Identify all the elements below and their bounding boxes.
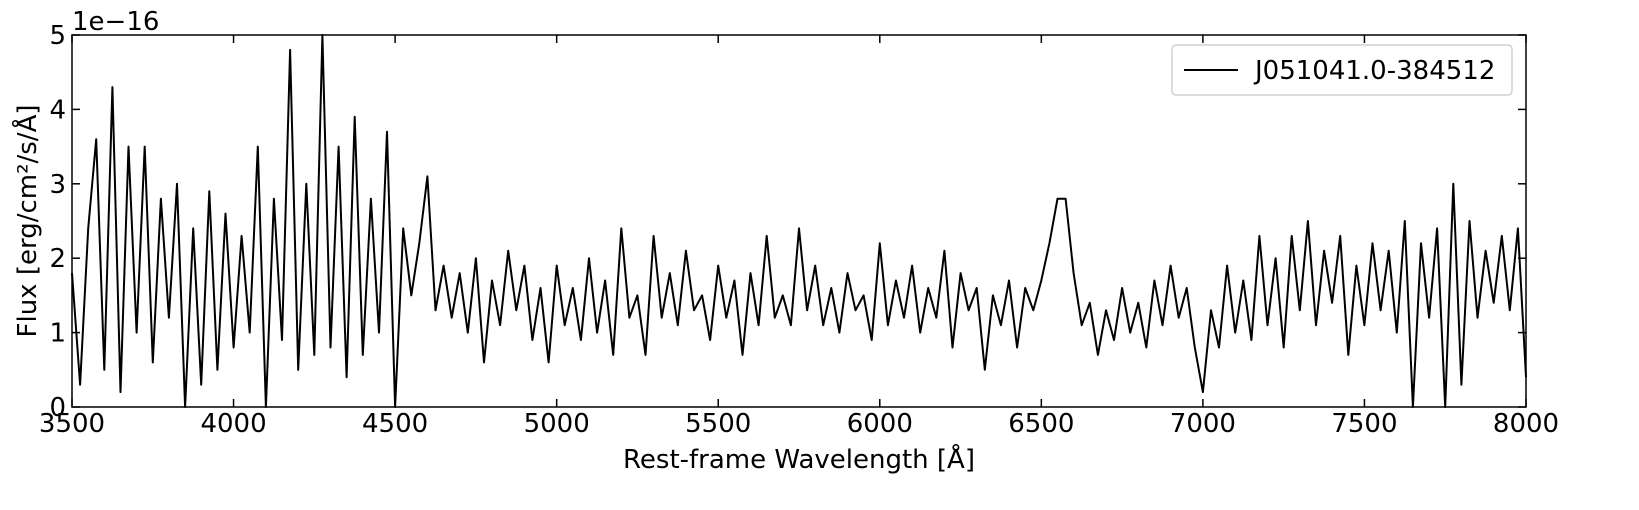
y-tick-label: 3 xyxy=(49,170,66,200)
x-tick-label: 7500 xyxy=(1331,409,1397,439)
y-tick-label: 4 xyxy=(49,95,66,125)
y-tick-label: 0 xyxy=(49,393,66,423)
offset-label: 1e−16 xyxy=(72,7,159,37)
spectrum-line xyxy=(71,34,1527,408)
y-axis-label: Flux [erg/cm²/s/Å] xyxy=(11,105,43,338)
legend-label: J051041.0-384512 xyxy=(1253,56,1495,86)
x-axis-label: Rest-frame Wavelength [Å] xyxy=(623,443,975,475)
x-tick-label: 6000 xyxy=(847,409,913,439)
x-tick-label: 5000 xyxy=(524,409,590,439)
y-tick-label: 1 xyxy=(49,319,66,349)
x-tick-label: 8000 xyxy=(1493,409,1559,439)
x-tick-label: 4000 xyxy=(200,409,266,439)
y-tick-label: 2 xyxy=(49,244,66,274)
x-tick-label: 7000 xyxy=(1170,409,1236,439)
legend-box xyxy=(1171,44,1513,96)
x-tick-label: 6500 xyxy=(1008,409,1074,439)
x-tick-label: 3500 xyxy=(39,409,105,439)
x-tick-label: 5500 xyxy=(685,409,751,439)
plot-frame xyxy=(71,34,1527,408)
x-tick-label: 4500 xyxy=(362,409,428,439)
y-tick-label: 5 xyxy=(49,21,66,51)
